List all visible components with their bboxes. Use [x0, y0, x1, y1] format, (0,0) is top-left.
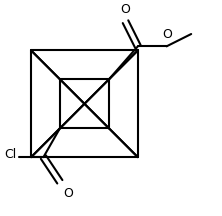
Text: O: O [121, 3, 131, 16]
Text: O: O [163, 28, 172, 41]
Text: O: O [63, 187, 73, 200]
Text: Cl: Cl [4, 148, 17, 160]
